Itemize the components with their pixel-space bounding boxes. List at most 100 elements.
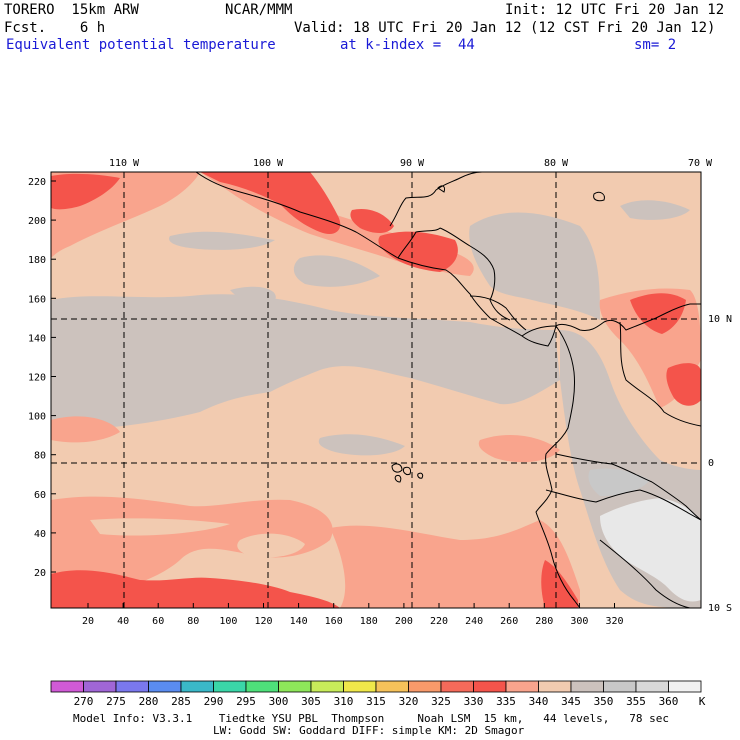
colorbar-label: 350 xyxy=(593,695,614,708)
y-tick-label: 20 xyxy=(34,568,46,579)
colorbar-swatch xyxy=(310,680,344,693)
guatemala-border xyxy=(397,227,441,259)
field-330-region xyxy=(350,208,394,233)
field-345-region xyxy=(318,434,405,456)
colorbar-swatch xyxy=(50,680,84,693)
yucatan-coast xyxy=(389,172,483,227)
colorbar-label: 295 xyxy=(236,695,256,708)
field-330-region xyxy=(630,293,686,334)
field-345-region xyxy=(469,212,600,320)
field-335-region xyxy=(478,435,560,463)
y-tick-label: 220 xyxy=(28,177,46,188)
x-tick-label: 280 xyxy=(535,616,553,627)
galapagos-1 xyxy=(391,463,403,473)
caribbean-island xyxy=(593,191,605,202)
field-345-region xyxy=(169,231,275,250)
colorbar-label: 360 xyxy=(658,695,679,708)
map-frame xyxy=(50,171,702,609)
field-330-region xyxy=(200,172,341,235)
colombia-ecuador-border xyxy=(555,453,653,483)
x-axis-ticks: 20 40 60 80 100 120 140 160 180 200 220 240 260 280 30… xyxy=(82,603,624,627)
level-index: at k-index = 44 xyxy=(340,37,475,53)
colorbar-unit: K xyxy=(698,695,706,708)
field-340-region xyxy=(90,518,230,536)
right-lat-labels: 10 N 0 10 S xyxy=(708,314,732,614)
galapagos-2 xyxy=(403,466,411,475)
south-border xyxy=(599,539,691,608)
central-america-caribbean-coast xyxy=(555,303,701,331)
top-lon-labels: 110 W 100 W 90 W 80 W 70 W xyxy=(109,158,713,169)
colorbar-label: 275 xyxy=(106,695,126,708)
x-tick-label: 160 xyxy=(325,616,343,627)
colorbar-swatch xyxy=(408,680,442,693)
colorbar-label: 320 xyxy=(398,695,419,708)
x-tick-label: 140 xyxy=(290,616,308,627)
x-tick-label: 320 xyxy=(605,616,623,627)
colorbar-swatch xyxy=(180,680,214,693)
theta-e-field xyxy=(51,172,701,608)
colorbar-swatch xyxy=(538,680,572,693)
colombia-coast xyxy=(535,325,581,608)
x-tick-label: 40 xyxy=(117,616,129,627)
valid-time: Valid: 18 UTC Fri 20 Jan 12 (12 CST Fri … xyxy=(294,20,716,36)
andes-border xyxy=(651,481,701,521)
x-tick-label: 60 xyxy=(152,616,164,627)
colorbar-label: 280 xyxy=(138,695,159,708)
nicaragua-costa-rica xyxy=(469,295,527,331)
caribbean-island xyxy=(437,185,445,193)
colorbar-swatch xyxy=(213,680,247,693)
lat-label: 10 S xyxy=(708,603,732,614)
colorbar-label: 270 xyxy=(73,695,94,708)
x-tick-label: 240 xyxy=(465,616,483,627)
x-tick-label: 260 xyxy=(500,616,518,627)
colorbar-swatch xyxy=(570,680,604,693)
model-name: TORERO 15km ARW xyxy=(4,2,139,18)
footer-physics-info: LW: Godd SW: Goddard DIFF: simple KM: 2D… xyxy=(213,724,525,737)
belize-honduras-coast xyxy=(439,227,511,321)
x-tick-label: 180 xyxy=(360,616,378,627)
x-tick-label: 200 xyxy=(395,616,413,627)
field-355-region xyxy=(600,498,701,602)
colorbar-swatch xyxy=(668,680,702,693)
colorbar-label: 290 xyxy=(203,695,224,708)
field-330-region xyxy=(666,363,701,406)
y-tick-label: 80 xyxy=(34,451,46,462)
colorbar-label: 285 xyxy=(171,695,191,708)
field-335-region xyxy=(51,416,120,443)
colorbar-swatch xyxy=(603,680,637,693)
coastlines xyxy=(195,172,701,608)
colorbar-swatch xyxy=(440,680,474,693)
panama-coast xyxy=(521,325,557,337)
y-tick-label: 40 xyxy=(34,529,46,540)
x-tick-label: 300 xyxy=(570,616,588,627)
field-340-region xyxy=(237,533,305,558)
y-tick-label: 100 xyxy=(28,412,46,423)
colorbar-swatch xyxy=(635,680,669,693)
y-tick-label: 120 xyxy=(28,373,46,384)
lat-label: 10 N xyxy=(708,314,732,325)
y-axis-ticks: 20 40 60 80 100 120 140 160 180 200 220 xyxy=(28,177,56,579)
ecuador-peru-border xyxy=(545,489,641,503)
smoothing: sm= 2 xyxy=(634,37,677,53)
field-330-region xyxy=(378,231,458,272)
lon-label: 110 W xyxy=(109,158,140,169)
field-330-region xyxy=(51,173,120,210)
colorbar-label: 325 xyxy=(431,695,451,708)
field-name: Equivalent potential temperature xyxy=(6,37,276,53)
x-tick-label: 20 xyxy=(82,616,94,627)
colorbar-label: 345 xyxy=(561,695,581,708)
field-345-region xyxy=(620,200,690,220)
colorbar-swatch xyxy=(278,680,312,693)
colorbar-label: 355 xyxy=(626,695,646,708)
colombia-venezuela-border xyxy=(619,321,701,427)
y-tick-label: 60 xyxy=(34,490,46,501)
lat-label: 0 xyxy=(708,458,714,469)
x-tick-label: 100 xyxy=(219,616,237,627)
colorbar-swatch xyxy=(343,680,377,693)
colorbar-swatch xyxy=(375,680,409,693)
colorbar-label: 315 xyxy=(366,695,386,708)
y-tick-label: 200 xyxy=(28,216,46,227)
lon-label: 80 W xyxy=(544,158,569,169)
y-tick-label: 160 xyxy=(28,294,46,305)
